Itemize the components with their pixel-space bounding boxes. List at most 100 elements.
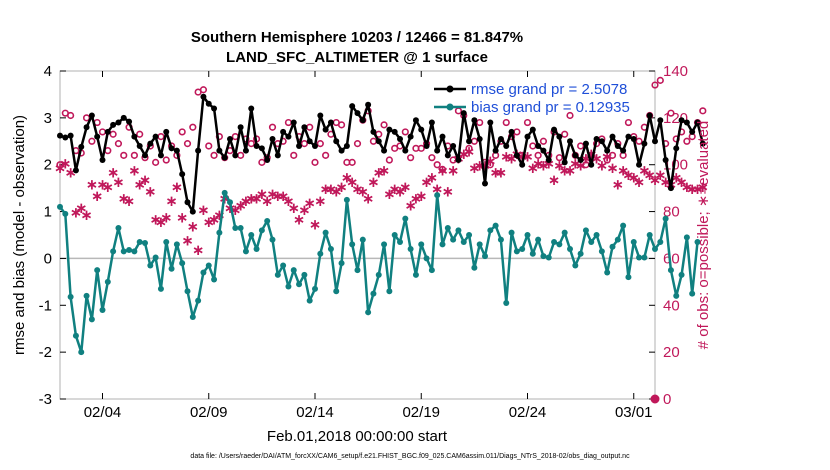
bias-point (556, 241, 563, 248)
obs-evaluated-point: ∗ (686, 180, 699, 198)
rmse-point (593, 135, 600, 142)
rmse-point (381, 147, 388, 154)
obs-evaluated-point: ∗ (341, 168, 354, 186)
chart-legend: rmse grand pr = 2.5078 bias grand pr = 0… (434, 81, 630, 116)
rmse-point (598, 138, 605, 145)
rmse-point (646, 112, 653, 119)
legend-bias-swatch-marker (446, 103, 454, 111)
obs-evaluated-point: ∗ (564, 161, 577, 179)
obs-possible-point (656, 76, 664, 84)
obs-evaluated-point: ∗ (675, 173, 688, 191)
rmse-point (131, 133, 138, 140)
obs-evaluated-point: ∗ (362, 190, 375, 208)
rmse-point (609, 133, 616, 140)
bias-point (359, 236, 366, 243)
obs-possible-point (322, 151, 330, 159)
data-file-footnote: data file: /Users/raeder/DAI/ATM_forcXX/… (190, 453, 630, 460)
obs-evaluated-point: ∗ (649, 171, 662, 189)
obs-possible-point (258, 158, 266, 166)
bias-point (126, 246, 133, 253)
obs-evaluated-point: ∗ (272, 187, 285, 205)
obs-evaluated-point: ∗ (176, 208, 189, 226)
obs-evaluated-point: ∗ (234, 197, 247, 215)
bias-point (168, 265, 175, 272)
bias-point (646, 232, 653, 238)
bias-point (667, 267, 674, 274)
rmse-point (667, 185, 674, 192)
right-tick-label: 100 (663, 157, 688, 174)
bias-point (322, 229, 329, 236)
obs-evaluated-point: ∗ (266, 185, 279, 203)
bias-point (630, 239, 637, 246)
rmse-point (349, 103, 356, 110)
obs-evaluated-point: ∗ (532, 154, 545, 172)
rmse-point (386, 126, 393, 133)
bias-point (115, 224, 122, 231)
rmse-point (545, 157, 552, 164)
rmse-point (343, 142, 350, 149)
obs-evaluated-point: ∗ (133, 175, 146, 193)
bias-point (386, 288, 393, 295)
rmse-point (274, 152, 281, 159)
bias-point (407, 246, 414, 253)
rmse-point (253, 142, 260, 149)
obs-zero-marker (650, 394, 660, 404)
obs-evaluated-point: ∗ (378, 161, 391, 179)
rmse-point (88, 112, 95, 119)
obs-possible-point (56, 161, 64, 169)
rmse-point (322, 126, 329, 133)
rmse-point (285, 133, 292, 140)
bias-point (142, 239, 148, 246)
obs-possible-point (407, 154, 415, 162)
obs-evaluated-point: ∗ (612, 175, 625, 193)
bias-point (152, 254, 159, 261)
rmse-point (232, 152, 239, 159)
obs-evaluated-point: ∗ (383, 185, 396, 203)
obs-evaluated-point: ∗ (107, 164, 120, 182)
rmse-point (418, 126, 425, 133)
obs-possible-point (539, 137, 548, 145)
obs-possible-point (178, 128, 186, 136)
obs-possible-point (353, 140, 362, 148)
rmse-point (354, 110, 361, 117)
rmse-point (434, 147, 441, 154)
bias-point (593, 232, 600, 238)
rmse-point (694, 119, 701, 126)
obs-possible-point (433, 161, 441, 169)
bias-point (253, 246, 260, 253)
obs-evaluated-point: ∗ (542, 154, 555, 172)
bias-point (285, 283, 292, 290)
obs-evaluated-point: ∗ (367, 173, 380, 191)
x-tick-label: 02/09 (190, 404, 228, 421)
rmse-point (540, 147, 547, 154)
rmse-point (588, 161, 595, 168)
obs-evaluated-point: ∗ (117, 190, 130, 208)
rmse-point (529, 126, 536, 133)
rmse-point (216, 147, 223, 154)
obs-possible-point (651, 81, 659, 89)
obs-possible-point (183, 140, 192, 148)
rmse-point (412, 117, 419, 124)
obs-evaluated-point: ∗ (287, 199, 300, 217)
bias-point (189, 314, 196, 320)
obs-possible-point (465, 144, 473, 152)
bias-point (694, 239, 701, 246)
obs-evaluated-point: ∗ (139, 171, 152, 189)
rmse-point (99, 157, 106, 164)
rmse-point (338, 147, 345, 154)
bias-point (195, 297, 202, 304)
obs-possible-point (337, 121, 346, 129)
obs-possible-point (189, 123, 197, 131)
bias-point (540, 253, 547, 260)
bias-point (620, 222, 627, 229)
right-tick-label: 120 (663, 110, 688, 127)
obs-possible-point (577, 142, 585, 150)
bias-point (184, 288, 191, 295)
rmse-point (370, 128, 377, 135)
rmse-point (269, 135, 276, 142)
rmse-point (513, 152, 520, 159)
rmse-point (221, 154, 228, 161)
bias-point (375, 271, 382, 278)
obs-possible-point (247, 140, 255, 148)
obs-evaluated-point: ∗ (420, 173, 433, 191)
